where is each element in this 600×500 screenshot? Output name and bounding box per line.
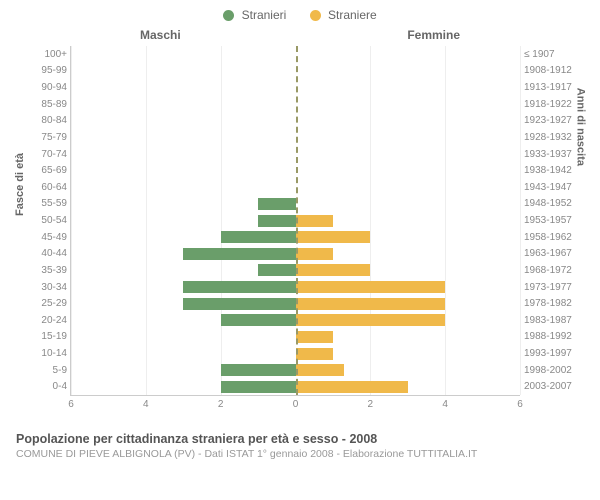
birth-year-label: 1943-1947 <box>524 182 576 193</box>
footer-title: Popolazione per cittadinanza straniera p… <box>16 432 584 446</box>
col-title-male: Maschi <box>140 28 181 42</box>
bar-female <box>296 281 446 293</box>
age-label: 100+ <box>29 49 67 60</box>
age-label: 45-49 <box>29 232 67 243</box>
age-label: 15-19 <box>29 331 67 342</box>
x-tick-label: 6 <box>68 399 74 410</box>
age-label: 55-59 <box>29 198 67 209</box>
age-label: 75-79 <box>29 132 67 143</box>
birth-year-label: 1978-1982 <box>524 298 576 309</box>
legend-male: Stranieri <box>223 8 286 22</box>
footer-subtitle: COMUNE DI PIEVE ALBIGNOLA (PV) - Dati IS… <box>16 448 584 460</box>
birth-year-label: 1993-1997 <box>524 348 576 359</box>
legend-female: Straniere <box>310 8 377 22</box>
age-label: 60-64 <box>29 182 67 193</box>
birth-year-label: 2003-2007 <box>524 381 576 392</box>
age-label: 25-29 <box>29 298 67 309</box>
bar-male <box>183 298 295 310</box>
birth-year-label: 1938-1942 <box>524 165 576 176</box>
bar-female <box>296 348 333 360</box>
age-label: 30-34 <box>29 282 67 293</box>
birth-year-label: 1968-1972 <box>524 265 576 276</box>
age-label: 50-54 <box>29 215 67 226</box>
birth-year-label: 1923-1927 <box>524 115 576 126</box>
bar-female <box>296 381 408 393</box>
center-line <box>296 46 298 395</box>
pyramid-chart: Maschi Femmine Fasce di età Anni di nasc… <box>20 26 580 426</box>
plot-area: 100+≤ 190795-991908-191290-941913-191785… <box>70 46 520 396</box>
y-axis-left-title: Fasce di età <box>14 153 26 216</box>
bar-male <box>258 215 295 227</box>
legend-female-swatch <box>310 10 321 21</box>
birth-year-label: 1908-1912 <box>524 65 576 76</box>
age-label: 35-39 <box>29 265 67 276</box>
age-label: 20-24 <box>29 315 67 326</box>
x-tick-label: 6 <box>517 399 523 410</box>
bar-male <box>221 314 296 326</box>
bar-female <box>296 298 446 310</box>
bar-male <box>221 364 296 376</box>
birth-year-label: 1988-1992 <box>524 331 576 342</box>
birth-year-label: 1918-1922 <box>524 99 576 110</box>
x-tick-label: 0 <box>293 399 299 410</box>
age-label: 85-89 <box>29 99 67 110</box>
x-tick-label: 2 <box>218 399 224 410</box>
col-title-female: Femmine <box>407 28 460 42</box>
footer: Popolazione per cittadinanza straniera p… <box>0 426 600 460</box>
bar-female <box>296 264 371 276</box>
x-tick-label: 2 <box>368 399 374 410</box>
x-tick-label: 4 <box>442 399 448 410</box>
bar-female <box>296 331 333 343</box>
legend: Stranieri Straniere <box>0 0 600 26</box>
age-label: 90-94 <box>29 82 67 93</box>
x-ticks: 6 4 2 0 2 4 6 <box>71 399 520 413</box>
legend-male-label: Stranieri <box>242 8 287 22</box>
bar-male <box>183 281 295 293</box>
bar-male <box>183 248 295 260</box>
age-label: 40-44 <box>29 248 67 259</box>
birth-year-label: 1958-1962 <box>524 232 576 243</box>
bar-male <box>258 264 295 276</box>
birth-year-label: 1948-1952 <box>524 198 576 209</box>
age-label: 70-74 <box>29 149 67 160</box>
bar-female <box>296 215 333 227</box>
birth-year-label: 1933-1937 <box>524 149 576 160</box>
bar-male <box>221 231 296 243</box>
birth-year-label: 1953-1957 <box>524 215 576 226</box>
age-label: 10-14 <box>29 348 67 359</box>
legend-male-swatch <box>223 10 234 21</box>
gridline <box>520 46 521 395</box>
bar-female <box>296 248 333 260</box>
birth-year-label: 1913-1917 <box>524 82 576 93</box>
bar-male <box>221 381 296 393</box>
bar-female <box>296 314 446 326</box>
birth-year-label: 1973-1977 <box>524 282 576 293</box>
birth-year-label: ≤ 1907 <box>524 49 576 60</box>
bar-female <box>296 231 371 243</box>
birth-year-label: 1998-2002 <box>524 365 576 376</box>
age-label: 65-69 <box>29 165 67 176</box>
age-label: 80-84 <box>29 115 67 126</box>
age-label: 95-99 <box>29 65 67 76</box>
bar-male <box>258 198 295 210</box>
bar-female <box>296 364 345 376</box>
legend-female-label: Straniere <box>328 8 377 22</box>
age-label: 5-9 <box>29 365 67 376</box>
age-label: 0-4 <box>29 381 67 392</box>
x-tick-label: 4 <box>143 399 149 410</box>
birth-year-label: 1983-1987 <box>524 315 576 326</box>
birth-year-label: 1928-1932 <box>524 132 576 143</box>
birth-year-label: 1963-1967 <box>524 248 576 259</box>
